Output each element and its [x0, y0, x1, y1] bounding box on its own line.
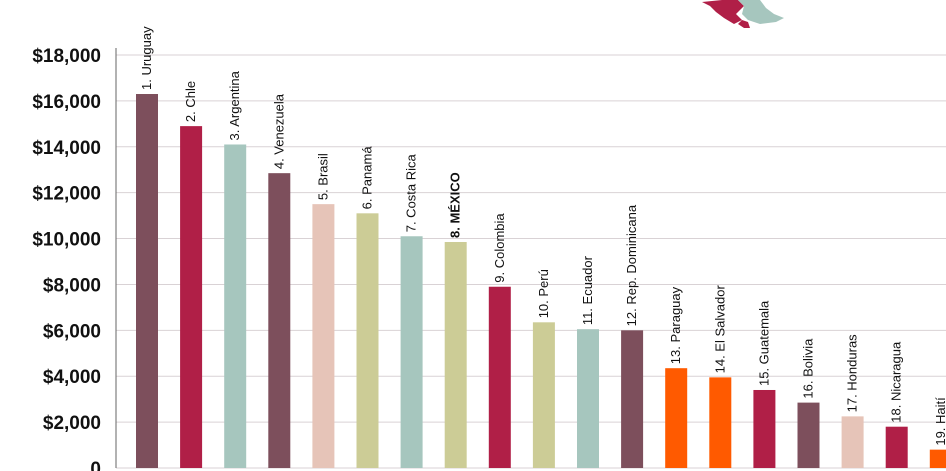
bar-label: 2. Chle [183, 81, 198, 122]
bar-label: 14. El Salvador [712, 285, 727, 374]
bar-label: 4. Venezuela [271, 93, 286, 169]
bar-label: 17. Honduras [845, 334, 860, 413]
bar-label: 18. Nicaragua [889, 341, 904, 423]
bar-label: 9. Colombia [492, 213, 507, 283]
bar [709, 377, 732, 468]
y-tick-label: $16,000 [32, 92, 101, 113]
bar [488, 286, 511, 468]
bar-labels: 1. Uruguay 2. Chle 3. Argentina 4. Venezuel… [139, 26, 946, 446]
bar-label: 12. Rep. Dominicana [624, 204, 639, 326]
bar [885, 426, 908, 468]
bar [929, 449, 946, 468]
bar-label: 15. Guatemala [756, 300, 771, 386]
bar [665, 368, 688, 468]
bar-label: 19. Haití [933, 397, 946, 446]
bar [268, 173, 291, 469]
y-tick-label: $12,000 [32, 184, 101, 205]
bar-label: 7. Costa Rica [404, 153, 419, 232]
bar-label: 1. Uruguay [139, 26, 154, 90]
y-tick-label: $10,000 [32, 230, 101, 251]
y-axis-tick-labels: 0 $2,000 $4,000 $6,000 $8,000 $10,000 $12,000 $… [32, 46, 101, 471]
bar [841, 416, 864, 468]
y-tick-label: $18,000 [32, 46, 101, 67]
bar-label: 6. Panamá [360, 146, 375, 210]
bar [136, 94, 158, 468]
bar [356, 213, 379, 468]
bar-label: 3. Argentina [227, 70, 242, 140]
y-tick-label: $2,000 [43, 413, 101, 434]
bar [753, 389, 776, 468]
bar-label: 10. Perú [536, 269, 551, 318]
bar [444, 241, 467, 468]
bar [577, 329, 599, 468]
y-tick-label: $14,000 [32, 138, 101, 159]
bar [224, 144, 247, 468]
bar [797, 402, 820, 468]
gridlines [116, 54, 946, 469]
bar-label: 13. Paraguay [668, 286, 683, 364]
bar [532, 322, 555, 468]
bar-label: 16. Bolivia [801, 338, 816, 399]
bars [136, 94, 946, 469]
bar-label: 5. Brasil [315, 153, 330, 200]
bar [621, 330, 644, 468]
bar-label: 8. MÉXICO [448, 172, 463, 238]
latin-america-map-icon [702, 0, 784, 28]
y-tick-label: 0 [90, 459, 101, 471]
bar-label: 11. Ecuador [580, 255, 595, 325]
bar [180, 126, 203, 468]
y-tick-label: $6,000 [43, 321, 101, 342]
y-tick-label: $4,000 [43, 367, 101, 388]
bar [312, 204, 335, 468]
bar [400, 236, 423, 468]
y-tick-label: $8,000 [43, 275, 101, 296]
